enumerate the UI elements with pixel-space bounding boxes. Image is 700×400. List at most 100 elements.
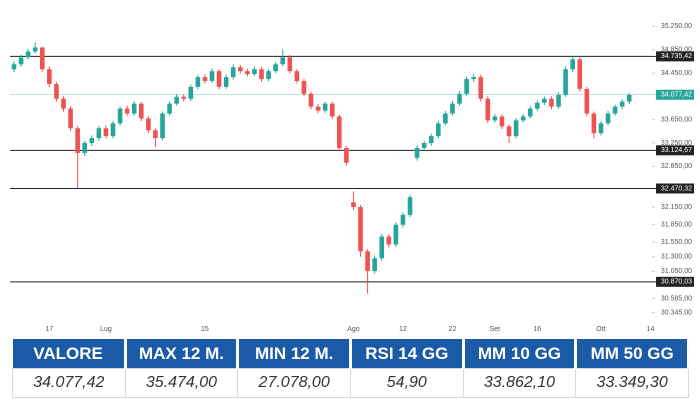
y-tick-label: 34.850,00 [661, 47, 692, 54]
stats-table: VALORE MAX 12 M. MIN 12 M. RSI 14 GG MM 10 G… [12, 339, 690, 398]
level-label-box [656, 276, 694, 287]
candle-body [612, 106, 618, 114]
candle-body [54, 83, 59, 99]
candle-body [619, 101, 625, 107]
y-tick-label: 31.050,00 [661, 268, 692, 275]
y-tick-label: 31.850,00 [661, 222, 692, 229]
candle-body [18, 57, 24, 65]
level-label: 34.735,42 [661, 53, 692, 60]
candle-body [82, 143, 88, 153]
y-tick-label: 34.450,00 [661, 70, 692, 77]
candle-body [535, 102, 540, 109]
candle-body [61, 98, 66, 109]
candle-body [153, 130, 158, 139]
last-price-label: 34.077,42 [661, 92, 692, 99]
candle-body [492, 116, 498, 121]
candle-body [386, 236, 392, 245]
candle-body [506, 126, 512, 137]
candle-body [542, 98, 547, 103]
value-row: 34.077,42 35.474,00 27.078,00 54,90 33.862,1… [12, 368, 689, 398]
candle-body [436, 123, 441, 137]
candle-body [577, 59, 583, 89]
candle-body [308, 93, 314, 107]
y-tick-label: 33.650,00 [661, 117, 692, 124]
candle-body [570, 59, 575, 70]
table-cell: 27.078,00 [237, 368, 351, 398]
candle-body [450, 103, 455, 114]
candle-body [223, 77, 229, 87]
candle-body [584, 88, 590, 114]
candle-body [202, 77, 208, 82]
candle-body [464, 79, 469, 94]
x-tick-label: Set [490, 326, 501, 333]
chart: 35.250,00 34.850,00 34.450,00 33.650,00 33.2… [10, 23, 694, 333]
x-tick-label: 16 [533, 326, 541, 333]
table-header: MAX 12 M. [125, 339, 240, 369]
candle-body [549, 98, 554, 107]
table-header: MM 50 GG [575, 339, 690, 369]
x-tick-label: Ago [347, 326, 360, 333]
candle-body [273, 64, 278, 72]
x-tick-label: 12 [399, 326, 407, 333]
candle-body [266, 71, 271, 80]
candle-body [520, 116, 526, 121]
candle-body [259, 69, 264, 80]
candle-body [124, 108, 130, 114]
candle-body [181, 96, 187, 99]
candle-body [146, 118, 151, 131]
candle-body [527, 108, 533, 117]
candle-body [626, 94, 632, 102]
level-label-box [656, 145, 694, 156]
candle-body [110, 123, 116, 137]
candle-body [563, 69, 568, 95]
candle-body [160, 113, 165, 139]
candle-body [513, 120, 519, 137]
level-label-box [656, 51, 694, 62]
candle-body [252, 69, 257, 75]
x-tick-label: Ott [596, 326, 605, 333]
header-row: VALORE MAX 12 M. MIN 12 M. RSI 14 GG MM 10 G… [12, 339, 690, 369]
table-header: MM 10 GG [463, 339, 578, 369]
last-price-box [656, 89, 694, 100]
candle-body [294, 71, 300, 82]
candle-body [414, 147, 420, 158]
level-label: 33.124,67 [661, 147, 692, 154]
candle-body [39, 47, 45, 70]
candle-body [47, 69, 52, 84]
x-tick-label: 17 [45, 326, 53, 333]
x-tick-label: 14 [647, 326, 655, 333]
candle-body [216, 71, 222, 87]
candle-body [103, 128, 109, 137]
level-label: 30.870,03 [661, 279, 692, 286]
candle-body [365, 251, 370, 272]
candle-body [25, 51, 31, 58]
table-cell: 34.077,42 [12, 368, 126, 398]
y-tick-label: 30.585,00 [661, 295, 692, 302]
table-header: RSI 14 GG [350, 339, 465, 369]
candle-body [407, 197, 413, 215]
candle-body [372, 258, 377, 272]
candle-body [485, 98, 491, 121]
candle-body [280, 57, 286, 65]
candle-body [195, 77, 201, 87]
candle-body [457, 93, 462, 104]
x-tick-label: 15 [201, 326, 209, 333]
candle-body [301, 81, 307, 94]
candle-body [96, 128, 102, 139]
table-cell: 35.474,00 [124, 368, 239, 398]
candle-body [379, 236, 385, 259]
candle-body [428, 136, 434, 144]
candle-body [591, 113, 597, 134]
candle-body [287, 57, 293, 72]
candle-body [421, 143, 427, 148]
x-tick-label: Lug [100, 326, 112, 333]
candle-body [188, 86, 194, 99]
candle-body [89, 138, 95, 144]
candle-body [351, 202, 356, 208]
table-cell: 33.862,10 [462, 368, 577, 398]
candle-body [32, 47, 38, 52]
candle-body [337, 116, 342, 148]
candle-body [478, 77, 484, 99]
candle-body [556, 94, 561, 107]
